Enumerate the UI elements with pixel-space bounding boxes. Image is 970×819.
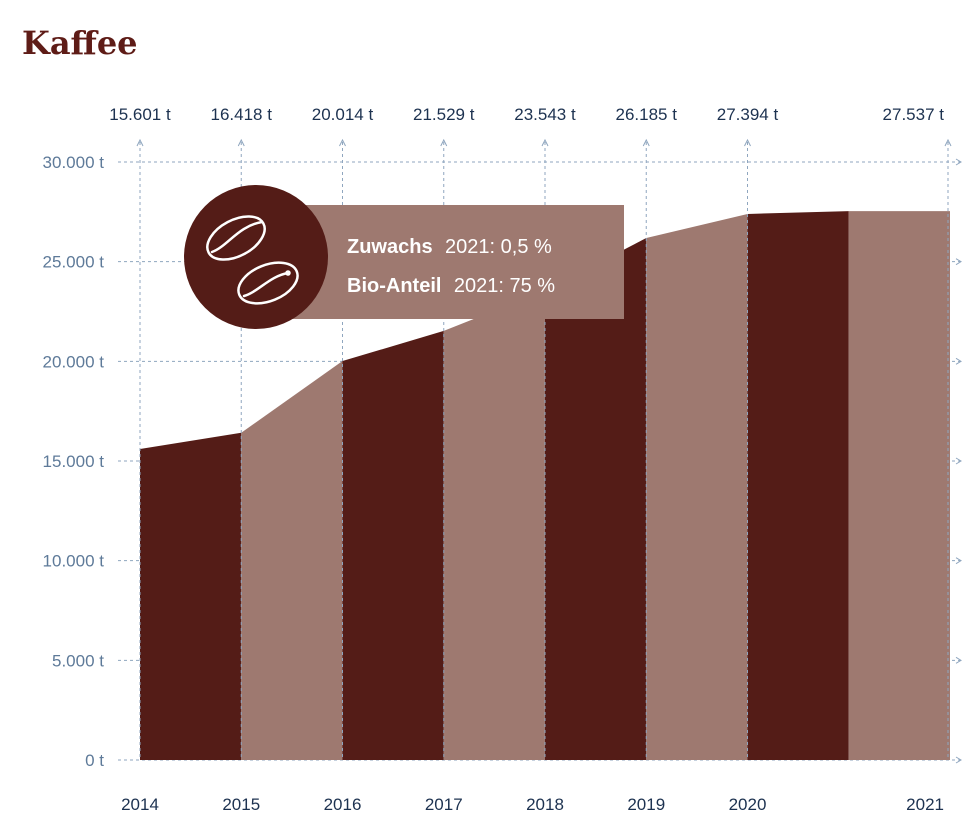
- coffee-beans-icon: [206, 215, 299, 305]
- y-tick-label: 5.000 t: [52, 651, 104, 670]
- grid-arrow-icon: [955, 756, 962, 764]
- x-tick-label-2020: 2020: [729, 795, 767, 814]
- y-tick-label: 10.000 t: [43, 552, 105, 571]
- grid-arrow-icon: [642, 138, 650, 147]
- grid-arrow-icon: [136, 138, 144, 147]
- value-label-2020: 27.394 t: [717, 105, 779, 124]
- grid-arrow-icon: [541, 138, 549, 147]
- callout-circle: [184, 185, 328, 329]
- area-band-2018: [545, 238, 647, 761]
- callout-organic-value: 2021: 75 %: [454, 275, 555, 297]
- area-band-2015: [241, 361, 343, 760]
- callout-line-2: Bio-Anteil 2021: 75 %: [347, 275, 555, 297]
- area-band-2021: [848, 211, 950, 760]
- grid-arrow-icon: [955, 158, 962, 166]
- value-label-2016: 20.014 t: [312, 105, 374, 124]
- y-tick-label: 30.000 t: [43, 153, 105, 172]
- x-tick-label-2019: 2019: [627, 795, 665, 814]
- grid-arrow-icon: [440, 138, 448, 147]
- y-tick-label: 0 t: [85, 751, 104, 770]
- grid-arrow-icon: [339, 138, 346, 147]
- value-label-2021: 27.537 t: [883, 105, 945, 124]
- grid-arrow-icon: [955, 656, 962, 664]
- grid-arrow-icon: [237, 138, 245, 147]
- x-tick-label-2021: 2021: [906, 795, 944, 814]
- area-band-2017: [443, 290, 545, 760]
- x-tick-label-2015: 2015: [222, 795, 260, 814]
- grid-arrow-icon: [955, 357, 962, 365]
- callout-growth-value: 2021: 0,5 %: [445, 236, 552, 258]
- callout-line-1: Zuwachs 2021: 0,5 %: [347, 236, 552, 258]
- value-label-2014: 15.601 t: [109, 105, 171, 124]
- label-layer: 0 t 5.000 t 10.000 t 15.000 t 20.000 t 25.000…: [43, 105, 945, 814]
- value-label-2017: 21.529 t: [413, 105, 475, 124]
- value-label-2018: 23.543 t: [514, 105, 576, 124]
- value-label-2015: 16.418 t: [211, 105, 273, 124]
- grid-arrow-icon: [744, 138, 751, 147]
- area-layer: [140, 211, 950, 761]
- callout-organic-label: Bio-Anteil: [347, 275, 441, 297]
- area-band-2019: [646, 213, 748, 760]
- grid-arrow-icon: [944, 138, 952, 147]
- grid-arrow-icon: [955, 258, 962, 266]
- grid-arrow-icon: [955, 557, 962, 565]
- chart-title: Kaffee: [22, 24, 138, 62]
- x-tick-label-2016: 2016: [324, 795, 362, 814]
- x-tick-label-2014: 2014: [121, 795, 159, 814]
- x-tick-label-2017: 2017: [425, 795, 463, 814]
- callout-growth-label: Zuwachs: [347, 236, 433, 258]
- area-band-2016: [342, 330, 444, 760]
- x-tick-label-2018: 2018: [526, 795, 564, 814]
- y-tick-label: 20.000 t: [43, 352, 105, 371]
- callout: Zuwachs 2021: 0,5 % Bio-Anteil 2021: 75 …: [184, 185, 624, 329]
- grid-arrow-icon: [955, 457, 962, 465]
- area-band-2014: [140, 432, 242, 760]
- y-tick-label: 25.000 t: [43, 253, 105, 272]
- area-band-2020: [747, 211, 849, 760]
- value-label-2019: 26.185 t: [616, 105, 678, 124]
- y-tick-label: 15.000 t: [43, 452, 105, 471]
